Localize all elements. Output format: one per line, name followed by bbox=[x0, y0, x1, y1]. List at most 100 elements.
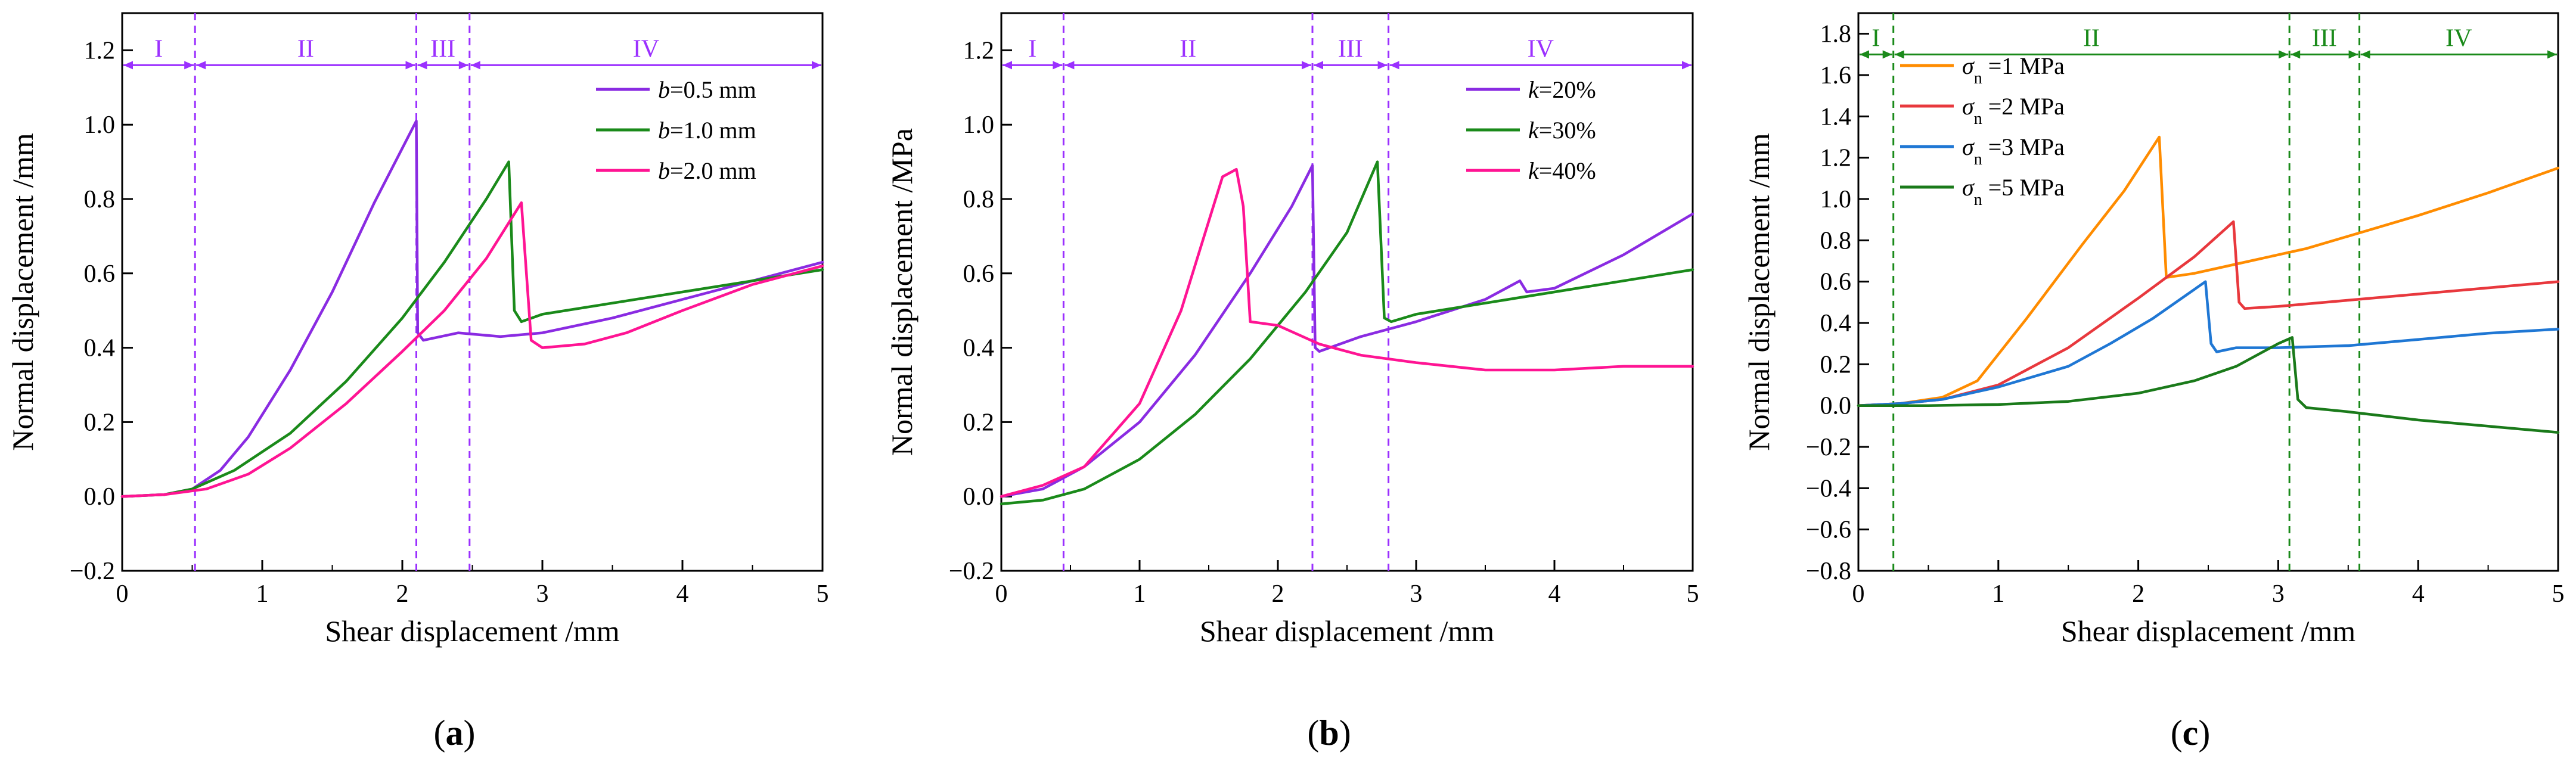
y-tick-label: 0.0 bbox=[84, 483, 116, 511]
y-tick-label: 0.2 bbox=[963, 409, 995, 436]
stage-arrow-head-right bbox=[1882, 50, 1892, 59]
y-tick-label: 0.8 bbox=[84, 186, 116, 213]
stage-arrow-head-left bbox=[2360, 50, 2370, 59]
stage-arrow-head-right bbox=[1053, 61, 1063, 70]
y-tick-label: 0.0 bbox=[963, 483, 995, 511]
stage-label: II bbox=[2083, 24, 2100, 52]
x-tick-label: 5 bbox=[2552, 580, 2565, 608]
x-tick-label: 4 bbox=[676, 580, 689, 608]
y-tick-label: −0.6 bbox=[1806, 517, 1851, 544]
stage-arrow-head-left bbox=[1860, 50, 1869, 59]
x-tick-label: 3 bbox=[536, 580, 549, 608]
y-tick-label: 1.6 bbox=[1820, 62, 1852, 89]
series-line bbox=[120, 119, 824, 498]
x-tick-label: 1 bbox=[256, 580, 269, 608]
stage-label: II bbox=[1180, 35, 1196, 63]
y-tick-label: 1.0 bbox=[84, 111, 116, 139]
series-line bbox=[1000, 164, 1694, 498]
legend-entry: b=1.0 mm bbox=[658, 117, 756, 144]
stage-arrow-head-right bbox=[458, 61, 468, 70]
panel-label: (b) bbox=[1307, 713, 1351, 753]
stage-label: IV bbox=[2445, 24, 2472, 52]
y-tick-label: −0.8 bbox=[1806, 558, 1851, 585]
stage-arrow-head-right bbox=[2348, 50, 2358, 59]
stage-arrow-head-left bbox=[470, 61, 480, 70]
legend-entry: k=40% bbox=[1528, 157, 1596, 184]
legend-entry: σn =3 MPa bbox=[1962, 133, 2065, 169]
legend-entry: σn =2 MPa bbox=[1962, 93, 2065, 128]
stage-arrow-head-left bbox=[1314, 61, 1323, 70]
y-tick-label: 1.2 bbox=[1820, 145, 1852, 172]
panel-label: (c) bbox=[2171, 713, 2211, 753]
stage-label: I bbox=[1028, 35, 1036, 63]
stage-label: II bbox=[297, 35, 314, 63]
y-tick-label: 1.2 bbox=[84, 37, 116, 64]
y-axis-title: Normal displacement /mm bbox=[1742, 133, 1776, 450]
legend-entry: σn =1 MPa bbox=[1962, 52, 2065, 88]
x-tick-label: 5 bbox=[1687, 580, 1699, 608]
legend-entry: k=30% bbox=[1528, 117, 1596, 144]
series-line bbox=[120, 160, 824, 498]
y-tick-label: 0.6 bbox=[963, 260, 995, 288]
series-line bbox=[1857, 336, 2560, 434]
series-line bbox=[1857, 135, 2560, 407]
y-tick-label: 0.6 bbox=[1820, 269, 1852, 296]
chart-panel-a: 0 1 2 3 4 5 −0.2 0.0 0.2 0.4 0.6 0.8 1.0 1.2 Shear dis… bbox=[6, 12, 829, 753]
x-tick-label: 2 bbox=[2132, 580, 2144, 608]
legend-entry: b=0.5 mm bbox=[658, 76, 756, 103]
y-tick-label: 1.4 bbox=[1820, 103, 1852, 130]
stage-arrow-head-left bbox=[1894, 50, 1904, 59]
x-axis-title: Shear displacement /mm bbox=[2061, 614, 2355, 648]
stage-arrow-head-left bbox=[2291, 50, 2301, 59]
chart-panel-c: 0 1 2 3 4 5 −0.8 −0.6 −0.4 −0.2 0.0 0.2 0.4 0.6 0.8 1.0… bbox=[1742, 12, 2565, 753]
y-tick-label: 0.2 bbox=[1820, 351, 1852, 378]
x-tick-label: 4 bbox=[1548, 580, 1561, 608]
y-tick-label: 0.0 bbox=[1820, 393, 1852, 420]
stage-label: III bbox=[1338, 35, 1363, 63]
x-axis-title: Shear displacement /mm bbox=[325, 614, 619, 648]
x-tick-label: 0 bbox=[1852, 580, 1865, 608]
y-tick-label: 0.8 bbox=[1820, 227, 1852, 254]
y-axis-title: Normal displacement /MPa bbox=[885, 128, 918, 456]
x-tick-label: 1 bbox=[1134, 580, 1146, 608]
x-tick-label: 3 bbox=[2272, 580, 2285, 608]
legend-entry: b=2.0 mm bbox=[658, 157, 756, 184]
legend-entry: σn =5 MPa bbox=[1962, 174, 2065, 209]
x-tick-label: 2 bbox=[396, 580, 409, 608]
y-tick-label: 1.8 bbox=[1820, 21, 1852, 48]
stage-arrow-head-right bbox=[1377, 61, 1388, 70]
y-tick-label: −0.2 bbox=[70, 558, 115, 585]
y-tick-label: −0.2 bbox=[949, 558, 994, 585]
y-tick-label: 0.2 bbox=[84, 409, 116, 436]
series-line bbox=[120, 201, 824, 498]
y-tick-label: 0.4 bbox=[84, 335, 116, 362]
y-tick-label: 0.8 bbox=[963, 186, 995, 213]
x-tick-label: 5 bbox=[817, 580, 829, 608]
y-tick-label: 1.2 bbox=[963, 37, 995, 64]
x-tick-label: 2 bbox=[1272, 580, 1284, 608]
stage-arrow-head-right bbox=[184, 61, 194, 70]
x-tick-label: 0 bbox=[116, 580, 129, 608]
stage-arrow-head-left bbox=[1389, 61, 1399, 70]
y-tick-label: −0.4 bbox=[1806, 475, 1851, 502]
stage-label: I bbox=[154, 35, 163, 63]
stage-label: III bbox=[430, 35, 455, 63]
stage-arrow-head-left bbox=[196, 61, 206, 70]
stage-arrow-head-left bbox=[123, 61, 133, 70]
x-axis-title: Shear displacement /mm bbox=[1200, 614, 1494, 648]
stage-arrow-head-left bbox=[1064, 61, 1075, 70]
x-tick-label: 0 bbox=[995, 580, 1008, 608]
stage-arrow-head-right bbox=[405, 61, 415, 70]
y-tick-label: 0.6 bbox=[84, 260, 116, 288]
stage-arrow-head-right bbox=[1302, 61, 1311, 70]
y-tick-label: −0.2 bbox=[1806, 434, 1851, 461]
stage-arrow-head-left bbox=[417, 61, 427, 70]
y-tick-label: 1.0 bbox=[963, 111, 995, 139]
stage-arrow-head-left bbox=[1003, 61, 1012, 70]
y-axis-title: Normal displacement /mm bbox=[6, 133, 39, 450]
y-tick-label: 1.0 bbox=[1820, 186, 1852, 213]
y-tick-label: 0.4 bbox=[1820, 310, 1852, 337]
stage-arrow-head-right bbox=[812, 61, 821, 70]
chart-panel-b: 0 1 2 3 4 5 −0.2 0.0 0.2 0.4 0.6 0.8 1.0 1.2 Shear dis… bbox=[885, 12, 1699, 753]
